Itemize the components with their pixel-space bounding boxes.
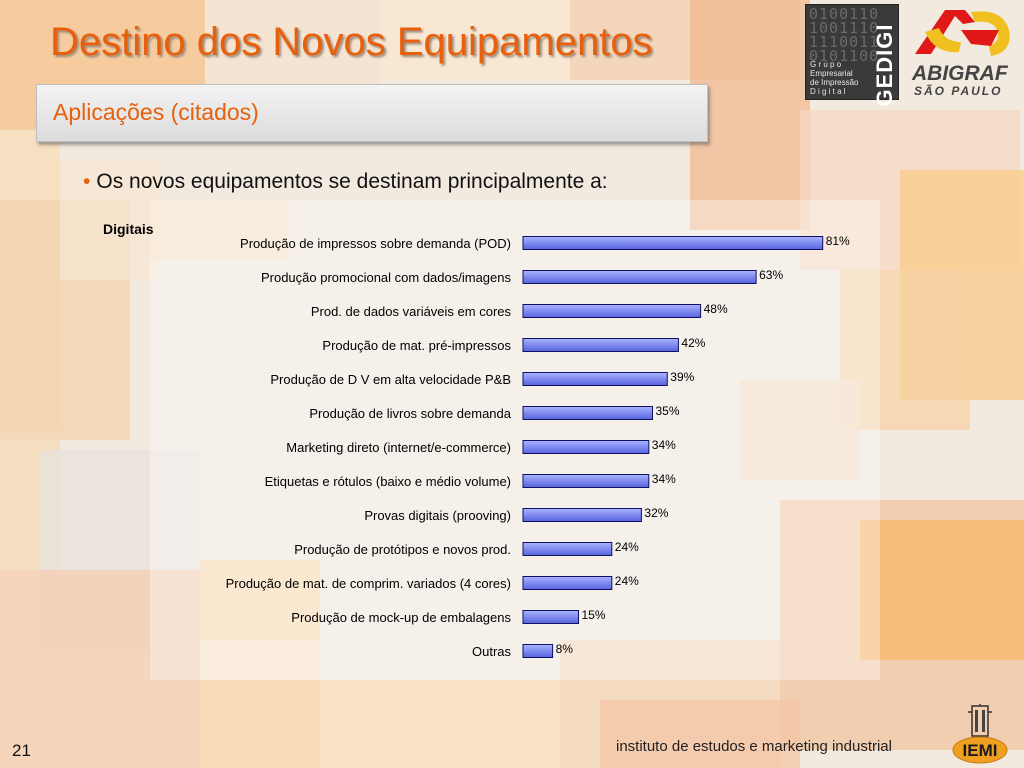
gedigi-wordmark: GEDIGI [872, 23, 897, 107]
category-label: Produção de mock-up de embalagens [291, 610, 511, 625]
bar [522, 474, 650, 488]
background-tile [200, 640, 320, 680]
intro-text: Os novos equipamentos se destinam princi… [96, 170, 608, 193]
value-label: 63% [759, 268, 783, 282]
category-label: Produção de livros sobre demanda [309, 406, 511, 421]
bar [522, 304, 702, 318]
gedigi-subtitle-line: D i g i t a l [810, 87, 846, 96]
gedigi-bits-row: 0100110 [809, 5, 880, 23]
intro-bullet-line: • Os novos equipamentos se destinam princ… [83, 170, 608, 194]
value-label: 32% [644, 506, 668, 520]
footer-institute: instituto de estudos e marketing industr… [616, 738, 892, 755]
value-label: 15% [582, 608, 606, 622]
abigraf-wordmark: ABIGRAF [912, 62, 1008, 85]
bar [522, 610, 579, 624]
background-tile [380, 0, 570, 80]
category-label: Produção de protótipos e novos prod. [294, 542, 511, 557]
abigraf-logo-icon [915, 10, 1010, 57]
gedigi-logo: 0100110 1001110 1110011 0101100 G r u p … [805, 4, 899, 107]
category-label: Provas digitais (prooving) [364, 508, 511, 523]
background-tile [840, 270, 970, 430]
chart-group-label: Digitais [103, 221, 154, 237]
bar [522, 542, 613, 556]
value-label: 35% [656, 404, 680, 418]
background-tile [740, 380, 860, 480]
value-label: 8% [556, 642, 574, 656]
page-title: Destino dos Novos Equipamentos [50, 20, 653, 64]
gedigi-subtitle-line: G r u p o [810, 60, 842, 69]
bar [522, 372, 668, 386]
background-tile [690, 0, 810, 230]
gedigi-subtitle: G r u p o Empresarial de Impressão D i g… [810, 60, 870, 96]
gedigi-binary-pattern: 0100110 1001110 1110011 0101100 [809, 5, 880, 65]
abigraf-city: SÃO PAULO [914, 84, 1003, 98]
gedigi-bits-row: 1110011 [809, 33, 880, 51]
gedigi-subtitle-line: de Impressão [810, 78, 859, 87]
background-tile [600, 700, 800, 768]
value-label: 34% [652, 438, 676, 452]
background-tile [0, 570, 200, 768]
section-subtitle: Aplicações (citados) [53, 99, 259, 125]
category-label: Marketing direto (internet/e-commerce) [286, 440, 511, 455]
value-label: 81% [826, 234, 850, 248]
gedigi-bits-row: 1001110 [809, 19, 880, 37]
slide-number: 21 [12, 741, 31, 760]
bar [522, 406, 653, 420]
bar [522, 236, 824, 250]
category-label: Produção promocional com dados/imagens [261, 270, 512, 285]
chart-backdrop [150, 200, 880, 680]
background-tile [60, 160, 160, 280]
background-tile [320, 680, 560, 768]
bar [522, 440, 650, 454]
category-label: Outras [472, 644, 512, 659]
value-label: 24% [615, 540, 639, 554]
iemi-logo-icon: IEMI [952, 704, 1008, 764]
bar [522, 270, 757, 284]
bar [522, 644, 554, 658]
category-label: Produção de impressos sobre demanda (POD… [240, 236, 511, 251]
value-label: 48% [704, 302, 728, 316]
bar [522, 576, 613, 590]
bar [522, 508, 642, 522]
value-label: 24% [615, 574, 639, 588]
category-label: Produção de mat. pré-impressos [322, 338, 511, 353]
background-tile [860, 520, 1024, 660]
background-tile [205, 0, 380, 85]
value-label: 39% [670, 370, 694, 384]
subtitle-panel: Aplicações (citados) [36, 84, 708, 142]
gedigi-bits-row: 0101100 [809, 47, 880, 65]
gedigi-subtitle-line: Empresarial [810, 69, 853, 78]
svg-text:IEMI: IEMI [963, 741, 998, 760]
bullet-icon: • [83, 170, 91, 193]
value-label: 42% [681, 336, 705, 350]
category-label: Produção de D V em alta velocidade P&B [270, 372, 511, 387]
bar [522, 338, 679, 352]
category-label: Etiquetas e rótulos (baixo e médio volum… [265, 474, 511, 489]
category-label: Produção de mat. de comprim. variados (4… [226, 576, 511, 591]
value-label: 34% [652, 472, 676, 486]
category-label: Prod. de dados variáveis em cores [311, 304, 512, 319]
background-tile [150, 200, 290, 260]
